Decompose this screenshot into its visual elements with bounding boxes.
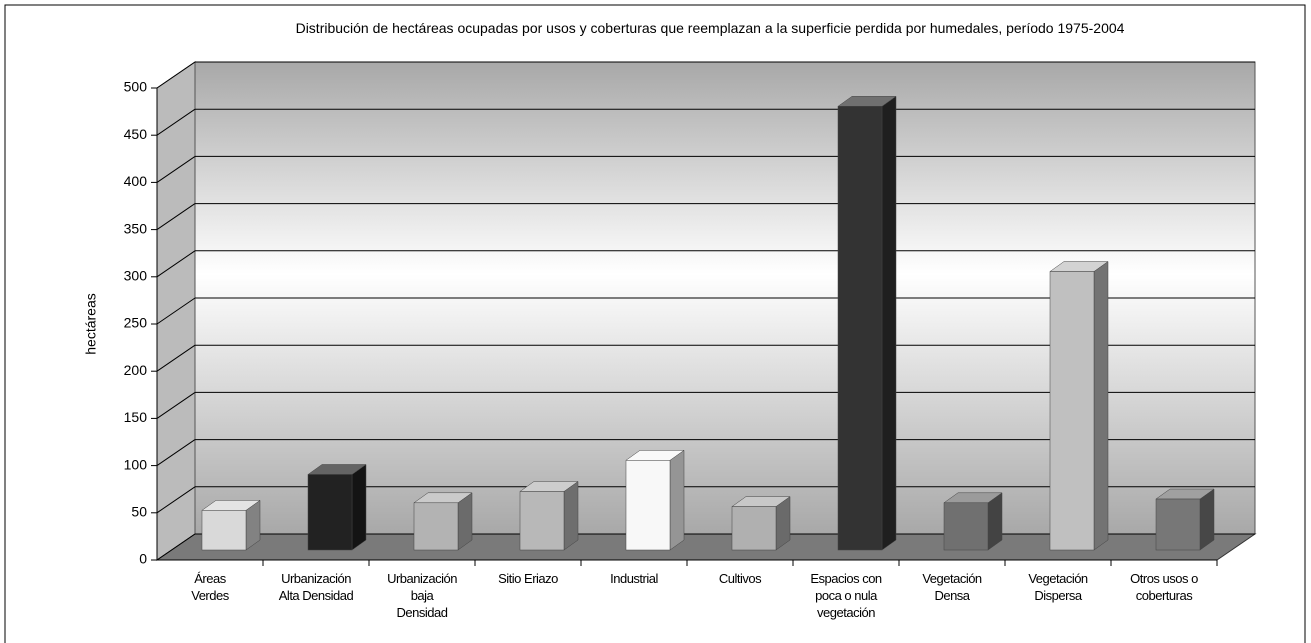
bar-side: [1093, 261, 1109, 551]
y-tick-label: 400: [124, 173, 148, 189]
y-tick-label: 50: [131, 504, 147, 520]
grid-line: [156, 297, 196, 325]
bar-side: [351, 463, 367, 551]
bar-side: [669, 449, 685, 551]
x-tick-label: Vegetación Densa: [922, 571, 982, 603]
bar-side: [1199, 488, 1215, 551]
bar: [625, 460, 671, 551]
bar: [307, 474, 353, 551]
chart-title: Distribución de hectáreas ocupadas por u…: [295, 20, 1125, 36]
grid-line: [156, 61, 196, 89]
grid-line: [156, 439, 196, 467]
bar: [413, 502, 459, 551]
x-tick-label: Otros usos o coberturas: [1130, 571, 1198, 603]
chart-border: [4, 4, 1306, 643]
grid-line: [156, 155, 196, 183]
grid-line: [156, 486, 196, 514]
y-tick-label: 0: [139, 551, 147, 567]
bar-side: [881, 95, 897, 551]
x-tick-label: Vegetación Dispersa: [1028, 571, 1088, 603]
x-tick-label: Áreas Verdes: [191, 571, 229, 603]
grid-line: [156, 250, 196, 278]
y-axis-label: hectáreas: [83, 293, 99, 354]
bar: [731, 506, 777, 551]
grid-line: [156, 108, 196, 136]
y-tick-label: 500: [124, 79, 148, 95]
grid-line: [156, 533, 196, 561]
y-tick-label: 200: [124, 362, 148, 378]
x-tick-label: Sitio Eriazo: [498, 571, 558, 586]
y-tick-label: 100: [124, 456, 148, 472]
x-tick-label: Espacios con poca o nula vegetación: [810, 571, 882, 620]
y-tick-label: 450: [124, 126, 148, 142]
bar: [1155, 498, 1201, 551]
grid-line: [156, 344, 196, 372]
x-tick-label: Industrial: [610, 571, 658, 586]
y-tick-label: 300: [124, 268, 148, 284]
bar: [837, 106, 883, 551]
x-tick-label: Cultivos: [718, 571, 762, 586]
bar: [201, 510, 247, 551]
y-tick-label: 250: [124, 315, 148, 331]
x-tick-label: Urbanización Alta Densidad: [278, 571, 354, 603]
grid-line: [156, 203, 196, 231]
y-tick-label: 150: [124, 409, 148, 425]
grid-line: [156, 391, 196, 419]
y-tick-label: 350: [124, 220, 148, 236]
bar: [1049, 271, 1095, 551]
bar-side: [563, 480, 579, 551]
bar: [943, 502, 989, 551]
x-tick-label: Urbanización baja Densidad: [387, 571, 457, 620]
bar: [519, 491, 565, 551]
